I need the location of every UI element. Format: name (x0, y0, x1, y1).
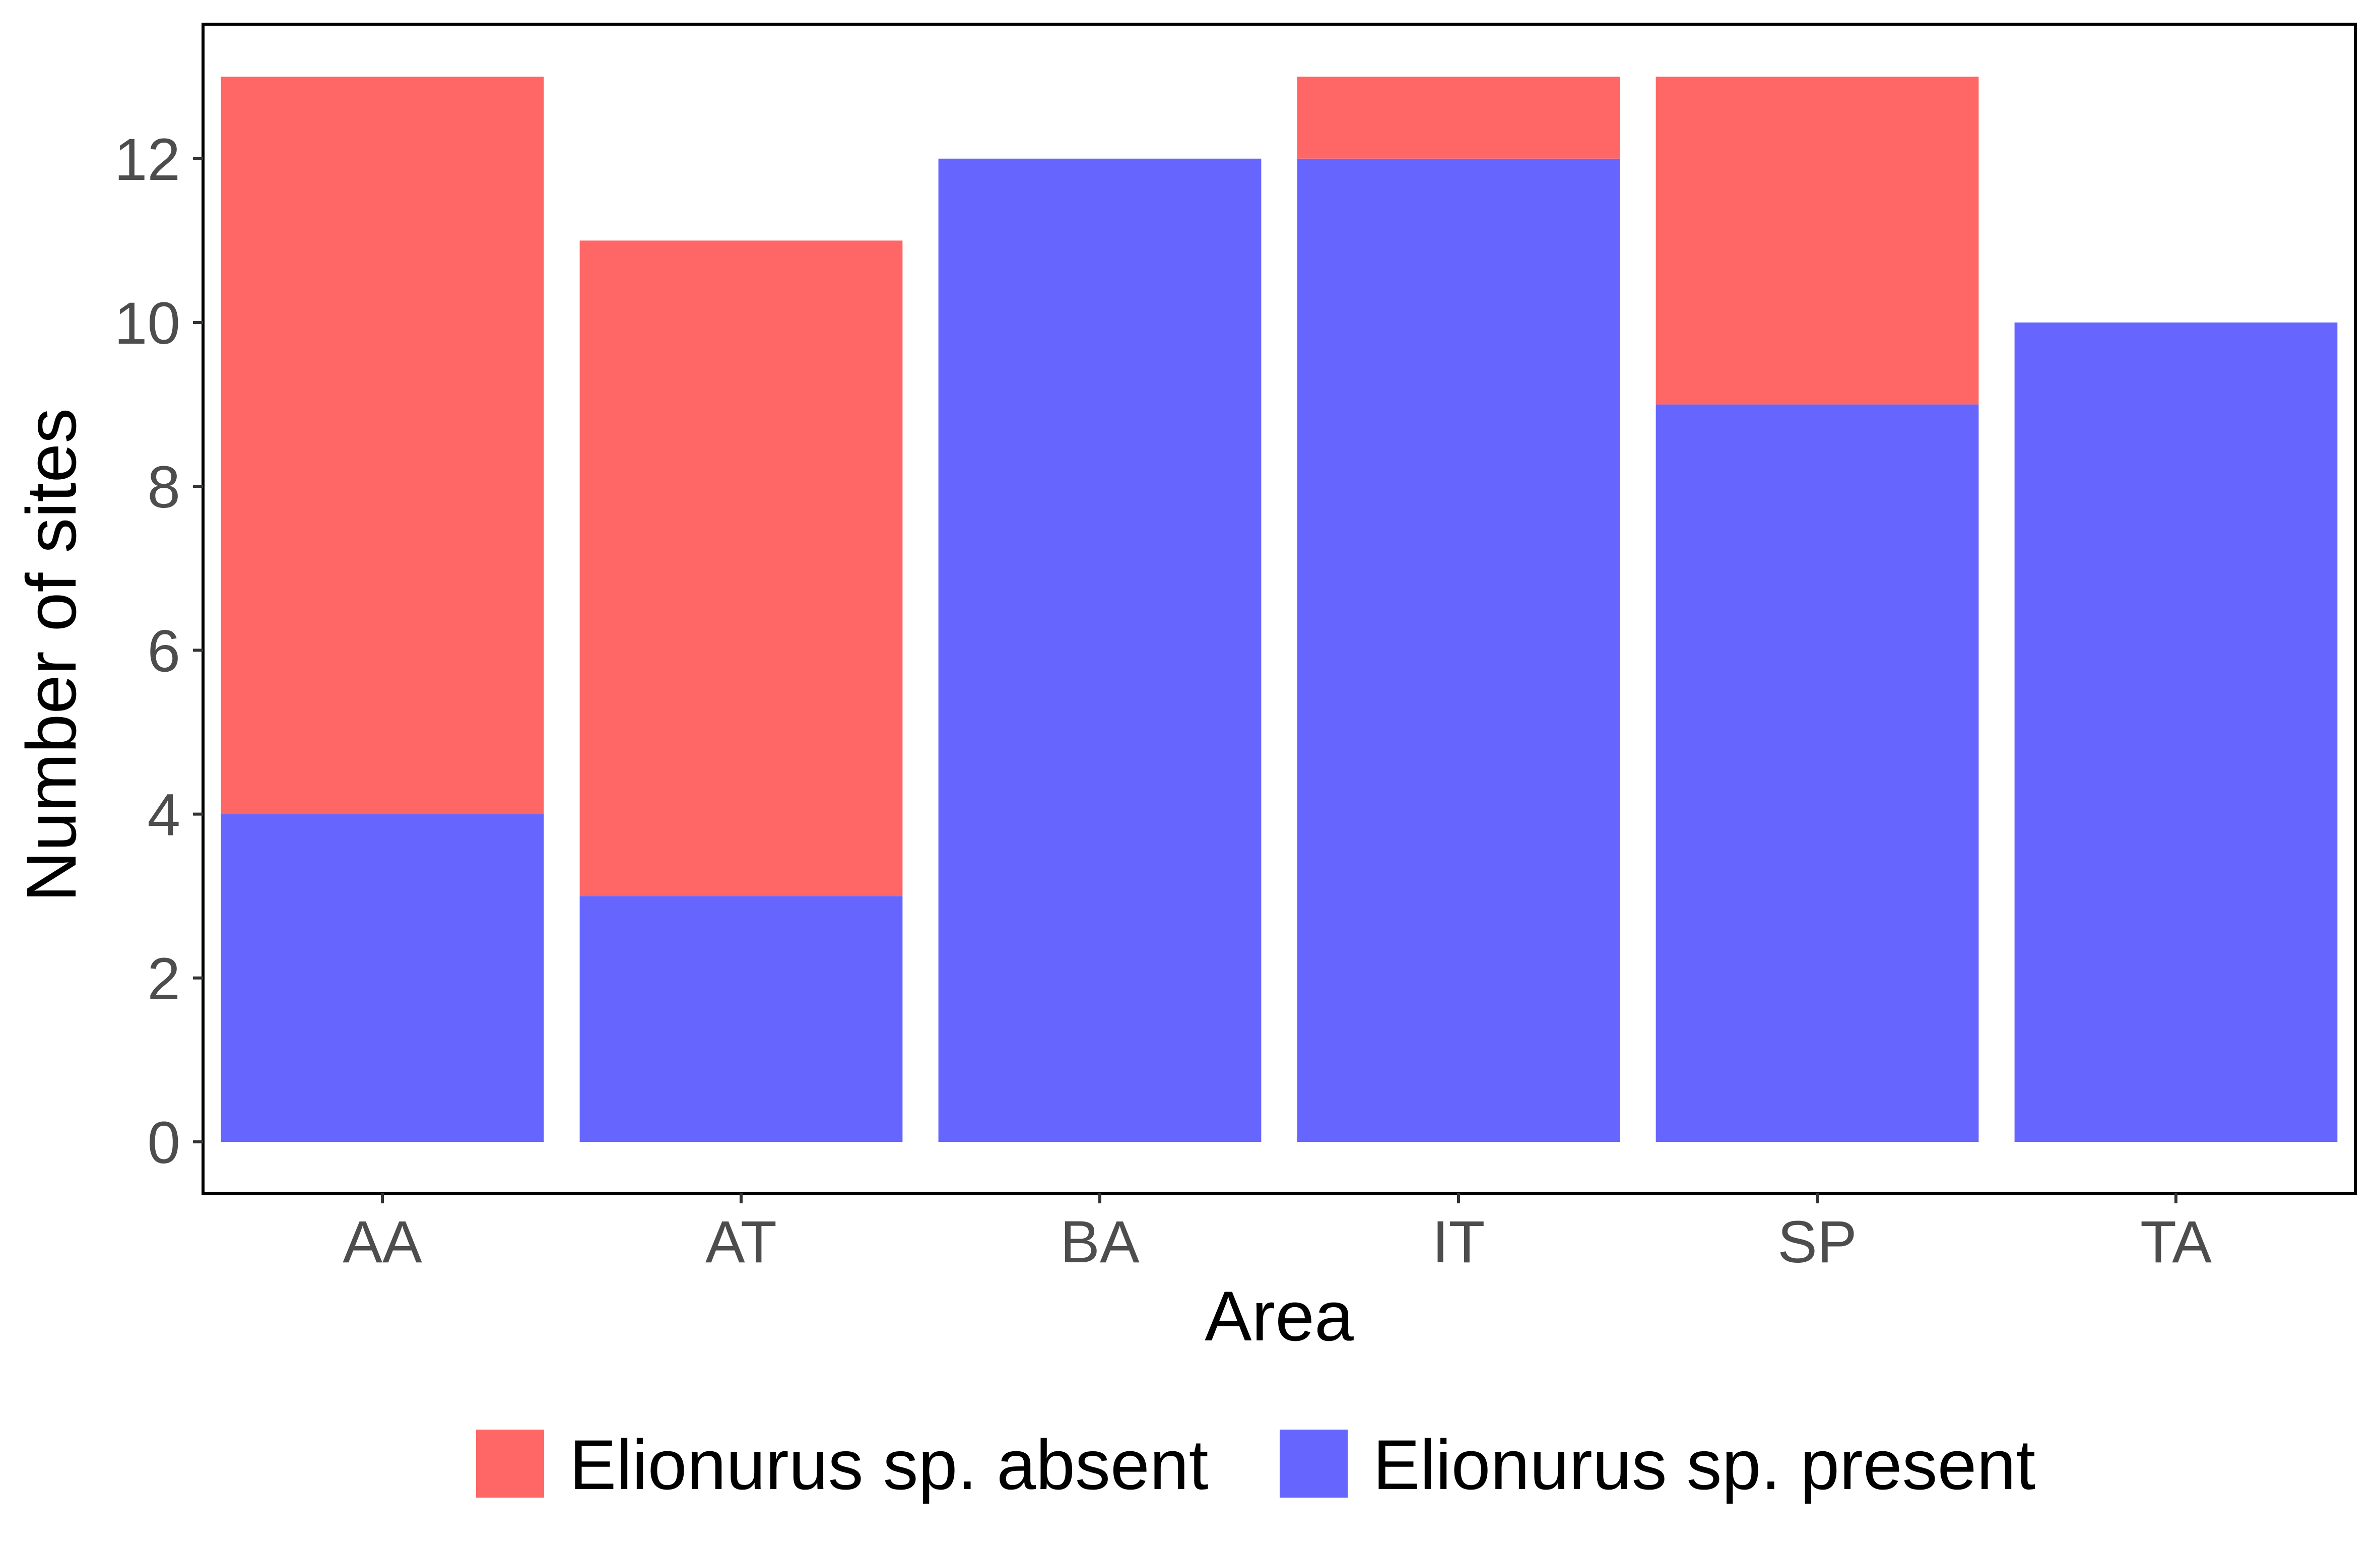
plot-panel-border (202, 23, 2357, 1195)
x-axis-title: Area (1205, 1276, 1354, 1356)
x-tick-label-sp: SP (1777, 1209, 1857, 1275)
y-tick-label: 12 (114, 126, 180, 193)
x-tick-label-ta: TA (2140, 1209, 2212, 1275)
y-axis: 0 2 4 6 8 10 12 (114, 126, 203, 1176)
bars-layer (221, 77, 2338, 1142)
y-axis-title: Number of sites (12, 408, 91, 902)
x-tick-label-it: IT (1432, 1209, 1485, 1275)
y-tick-label: 8 (147, 454, 180, 521)
x-tick-label-aa: AA (343, 1209, 422, 1275)
bar-it-absent (1297, 77, 1620, 159)
x-tick-label-ba: BA (1060, 1209, 1140, 1275)
legend-swatch-present (1280, 1430, 1348, 1498)
bar-at-absent (579, 240, 903, 896)
y-tick-label: 0 (147, 1110, 180, 1176)
y-tick-label: 6 (147, 618, 180, 684)
bar-aa-absent (221, 77, 544, 814)
bar-aa-present (221, 814, 544, 1142)
bar-at-present (579, 896, 903, 1142)
bar-sp-absent (1656, 77, 1979, 405)
x-axis: AA AT BA IT SP TA (343, 1193, 2212, 1275)
bar-sp-present (1656, 404, 1979, 1142)
legend-label-present: Elionurus sp. present (1373, 1425, 2035, 1504)
y-tick-label: 4 (147, 782, 180, 849)
legend-swatch-absent (476, 1430, 544, 1498)
bar-ta-present (2014, 323, 2338, 1142)
y-tick-label: 10 (114, 290, 180, 357)
bar-ba-present (938, 158, 1262, 1142)
legend-label-absent: Elionurus sp. absent (569, 1425, 1209, 1504)
bar-it-present (1297, 158, 1620, 1142)
x-tick-label-at: AT (705, 1209, 777, 1275)
legend: Elionurus sp. absent Elionurus sp. prese… (476, 1425, 2035, 1504)
y-tick-label: 2 (147, 946, 180, 1012)
